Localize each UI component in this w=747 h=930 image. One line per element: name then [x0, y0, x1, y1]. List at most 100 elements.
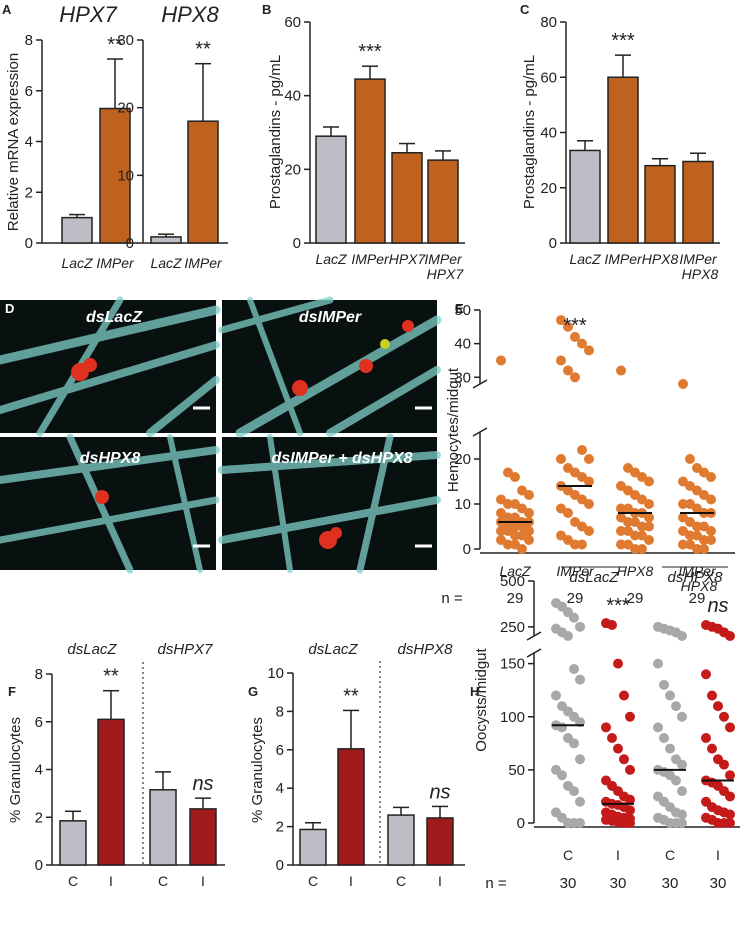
y-tick-label: 2	[25, 184, 33, 201]
x-tick-label: I	[438, 873, 442, 889]
data-point	[551, 690, 561, 701]
bar	[299, 828, 327, 866]
y-tick-label: 0	[276, 857, 284, 874]
group-label: dsLacZ	[308, 641, 358, 658]
panel-letter: G	[248, 684, 258, 699]
data-point	[692, 544, 702, 554]
image-label: dsHPX8	[80, 450, 141, 467]
y-tick-label: 10	[454, 496, 471, 513]
data-point	[725, 770, 735, 781]
axis-break	[526, 648, 542, 658]
y-tick-label: 6	[25, 83, 33, 100]
y-tick-label: 2	[35, 809, 43, 826]
data-point	[677, 711, 687, 722]
data-point	[644, 535, 654, 545]
data-point	[685, 530, 695, 541]
data-point	[707, 690, 717, 701]
x-tick-label: C	[68, 873, 78, 889]
y-tick-label: 0	[549, 235, 557, 252]
y-tick-label: 4	[25, 134, 33, 151]
data-point	[613, 743, 623, 754]
n-label: n =	[485, 875, 507, 892]
data-point	[725, 818, 735, 828]
annotation: **	[107, 34, 123, 56]
data-point	[619, 754, 629, 765]
data-point	[584, 454, 594, 464]
y-tick-label: 40	[284, 88, 301, 105]
data-point	[570, 331, 580, 342]
x-tick-label: LacZ	[61, 255, 93, 271]
chart-title: HPX8	[161, 2, 219, 27]
data-point	[699, 544, 709, 554]
data-point	[637, 544, 647, 554]
data-point	[601, 722, 611, 733]
data-point	[517, 544, 527, 554]
data-point	[719, 759, 729, 770]
y-tick-label: 10	[117, 167, 134, 184]
data-point	[570, 539, 580, 550]
y-tick-label: 30	[117, 32, 134, 49]
panel-letter: C	[520, 2, 530, 17]
x-tick-label: LacZ	[569, 251, 601, 267]
data-point	[630, 544, 640, 554]
x-tick-label: HPX8	[642, 251, 679, 267]
panel-letter: F	[8, 684, 16, 699]
bar	[427, 159, 459, 244]
n-value: 29	[507, 590, 524, 607]
data-point	[569, 786, 579, 797]
data-point	[613, 658, 623, 669]
data-point	[677, 818, 687, 828]
y-axis-label: Relative mRNA expression	[5, 53, 22, 231]
data-point	[713, 701, 723, 712]
x-tick-label: C	[308, 873, 318, 889]
data-point	[503, 499, 513, 509]
y-tick-label: 40	[540, 125, 557, 142]
data-point	[584, 499, 594, 509]
y-tick-label: 0	[126, 235, 134, 252]
data-point	[577, 445, 587, 455]
data-point	[630, 530, 640, 541]
data-point	[524, 490, 534, 500]
panel-letter: B	[262, 2, 271, 17]
data-point	[496, 526, 506, 536]
data-point	[644, 521, 654, 532]
y-tick-label: 20	[540, 180, 557, 197]
data-point	[706, 535, 716, 545]
x-tick-label: HPX8	[617, 563, 654, 579]
data-point	[616, 539, 626, 550]
data-point	[701, 669, 711, 680]
annotation: ns	[429, 781, 450, 803]
data-point	[616, 365, 626, 376]
x-tick-label: IMPer	[184, 255, 223, 271]
bar	[315, 135, 347, 244]
micrograph-panel: D dsLacZ dsIMPer dsHPX8 dsIMPer + dsHPX8	[0, 296, 442, 574]
data-point	[659, 679, 669, 690]
data-point	[706, 472, 716, 482]
axis-break	[526, 631, 542, 641]
data-point	[524, 535, 534, 545]
data-point	[644, 476, 654, 487]
x-tick-label: LacZ	[150, 255, 182, 271]
x-tick-label: IMPer HPX7	[423, 251, 465, 282]
y-tick-label: 0	[35, 857, 43, 874]
y-tick-label: 8	[276, 703, 284, 720]
x-tick-label: IMPer HPX8	[678, 251, 719, 282]
bar	[150, 236, 182, 244]
data-point	[677, 759, 687, 770]
group-label: dsLacZ	[67, 641, 117, 658]
data-point	[719, 711, 729, 722]
x-tick-label: C	[665, 847, 675, 863]
data-point	[677, 809, 687, 820]
data-point	[665, 743, 675, 754]
y-axis-label: % Granulocytes	[249, 717, 266, 823]
tracheae	[0, 296, 442, 574]
data-point	[725, 631, 735, 641]
y-axis-label: % Granulocytes	[7, 717, 24, 823]
data-point	[569, 738, 579, 749]
y-axis-label: Hemocytes/midgut	[445, 367, 462, 492]
y-tick-label: 20	[117, 100, 134, 117]
hemocytes	[71, 320, 414, 549]
y-tick-label: 60	[540, 69, 557, 86]
y-tick-label: 500	[500, 573, 525, 590]
data-point	[725, 791, 735, 802]
